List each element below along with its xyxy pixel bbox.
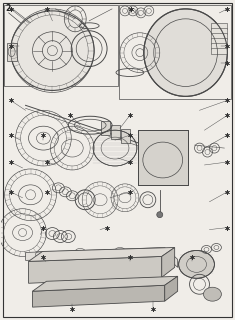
Bar <box>111 125 120 139</box>
Bar <box>7 43 17 60</box>
Bar <box>121 129 130 143</box>
Polygon shape <box>212 33 227 39</box>
Polygon shape <box>165 276 178 301</box>
Polygon shape <box>28 256 162 283</box>
Polygon shape <box>212 48 227 54</box>
Polygon shape <box>28 247 175 261</box>
Ellipse shape <box>204 287 221 301</box>
Polygon shape <box>32 276 178 291</box>
Polygon shape <box>32 285 165 307</box>
Text: 2: 2 <box>6 4 11 13</box>
Bar <box>138 130 188 185</box>
Ellipse shape <box>179 251 214 278</box>
Ellipse shape <box>144 9 227 96</box>
Polygon shape <box>26 247 178 268</box>
Polygon shape <box>162 247 175 277</box>
Polygon shape <box>212 43 227 49</box>
Bar <box>138 130 188 185</box>
Bar <box>119 5 231 100</box>
Polygon shape <box>212 23 227 29</box>
Ellipse shape <box>11 11 94 91</box>
Bar <box>101 121 110 135</box>
Polygon shape <box>212 38 227 44</box>
Bar <box>4 5 118 86</box>
Polygon shape <box>212 28 227 34</box>
Ellipse shape <box>157 212 163 218</box>
